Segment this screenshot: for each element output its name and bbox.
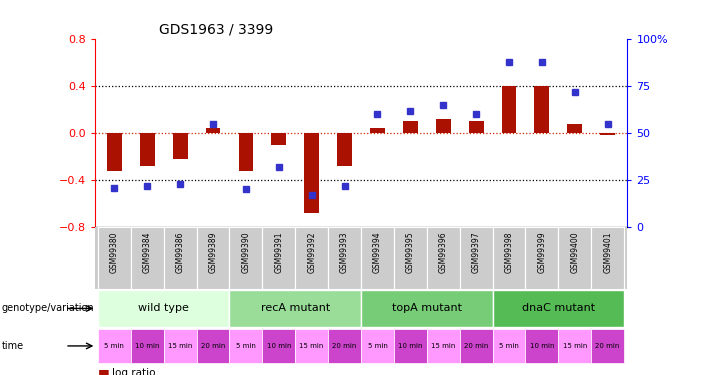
- Text: 5 min: 5 min: [104, 343, 124, 349]
- Bar: [229, 227, 262, 289]
- Text: 10 min: 10 min: [398, 343, 423, 349]
- Bar: [131, 227, 164, 289]
- Bar: [493, 329, 526, 363]
- Text: GSM99398: GSM99398: [505, 232, 514, 273]
- Text: GSM99394: GSM99394: [373, 232, 382, 273]
- Bar: [361, 329, 394, 363]
- Text: GSM99391: GSM99391: [274, 232, 283, 273]
- Text: dnaC mutant: dnaC mutant: [522, 303, 595, 313]
- Bar: [328, 329, 361, 363]
- Bar: [107, 133, 122, 171]
- Bar: [460, 329, 493, 363]
- Text: GSM99396: GSM99396: [439, 232, 448, 273]
- Text: GSM99389: GSM99389: [208, 232, 217, 273]
- Bar: [469, 122, 484, 133]
- Text: 15 min: 15 min: [563, 343, 587, 349]
- Bar: [600, 133, 615, 135]
- Text: 5 min: 5 min: [236, 343, 256, 349]
- Bar: [558, 329, 591, 363]
- Bar: [98, 329, 131, 363]
- Text: GSM99399: GSM99399: [538, 232, 546, 273]
- Bar: [427, 329, 460, 363]
- Text: 5 min: 5 min: [499, 343, 519, 349]
- Bar: [295, 227, 328, 289]
- Bar: [196, 227, 229, 289]
- Text: 20 min: 20 min: [332, 343, 357, 349]
- Bar: [558, 227, 591, 289]
- Bar: [370, 128, 385, 133]
- Text: GSM99384: GSM99384: [143, 232, 151, 273]
- Bar: [460, 227, 493, 289]
- Bar: [271, 133, 286, 145]
- Bar: [229, 290, 361, 327]
- Bar: [205, 128, 220, 133]
- Text: ■: ■: [98, 367, 110, 375]
- Text: 15 min: 15 min: [431, 343, 456, 349]
- Bar: [361, 290, 493, 327]
- Text: 5 min: 5 min: [367, 343, 388, 349]
- Bar: [526, 329, 558, 363]
- Bar: [262, 227, 295, 289]
- Text: GSM99397: GSM99397: [472, 232, 481, 273]
- Bar: [196, 329, 229, 363]
- Bar: [493, 290, 624, 327]
- Text: 10 min: 10 min: [530, 343, 554, 349]
- Bar: [304, 133, 319, 213]
- Text: recA mutant: recA mutant: [261, 303, 330, 313]
- Bar: [140, 133, 155, 166]
- Bar: [502, 86, 517, 133]
- Text: GSM99400: GSM99400: [571, 232, 579, 273]
- Text: 15 min: 15 min: [168, 343, 192, 349]
- Text: 10 min: 10 min: [266, 343, 291, 349]
- Bar: [361, 227, 394, 289]
- Text: GSM99392: GSM99392: [307, 232, 316, 273]
- Text: GSM99386: GSM99386: [176, 232, 184, 273]
- Bar: [534, 86, 550, 133]
- Bar: [164, 227, 196, 289]
- Bar: [262, 329, 295, 363]
- Bar: [591, 329, 624, 363]
- Bar: [295, 329, 328, 363]
- Bar: [98, 290, 229, 327]
- Text: GSM99395: GSM99395: [406, 232, 415, 273]
- Bar: [164, 329, 196, 363]
- Text: GSM99390: GSM99390: [241, 232, 250, 273]
- Bar: [337, 133, 352, 166]
- Text: 15 min: 15 min: [299, 343, 324, 349]
- Text: 10 min: 10 min: [135, 343, 160, 349]
- Bar: [172, 133, 188, 159]
- Text: log ratio: log ratio: [112, 368, 156, 375]
- Text: GSM99393: GSM99393: [340, 232, 349, 273]
- Text: GDS1963 / 3399: GDS1963 / 3399: [158, 23, 273, 37]
- Text: 20 min: 20 min: [595, 343, 620, 349]
- Bar: [591, 227, 624, 289]
- Bar: [567, 124, 582, 133]
- Text: GSM99401: GSM99401: [603, 232, 612, 273]
- Text: 20 min: 20 min: [464, 343, 489, 349]
- Bar: [131, 329, 164, 363]
- Bar: [238, 133, 253, 171]
- Bar: [403, 122, 418, 133]
- Text: genotype/variation: genotype/variation: [1, 303, 94, 313]
- Text: wild type: wild type: [138, 303, 189, 313]
- Text: 20 min: 20 min: [201, 343, 225, 349]
- Bar: [394, 329, 427, 363]
- Text: time: time: [1, 341, 24, 351]
- Bar: [493, 227, 526, 289]
- Text: GSM99380: GSM99380: [110, 232, 119, 273]
- Bar: [436, 119, 451, 133]
- Bar: [526, 227, 558, 289]
- Bar: [394, 227, 427, 289]
- Bar: [427, 227, 460, 289]
- Bar: [229, 329, 262, 363]
- Bar: [98, 227, 131, 289]
- Bar: [328, 227, 361, 289]
- Text: topA mutant: topA mutant: [392, 303, 462, 313]
